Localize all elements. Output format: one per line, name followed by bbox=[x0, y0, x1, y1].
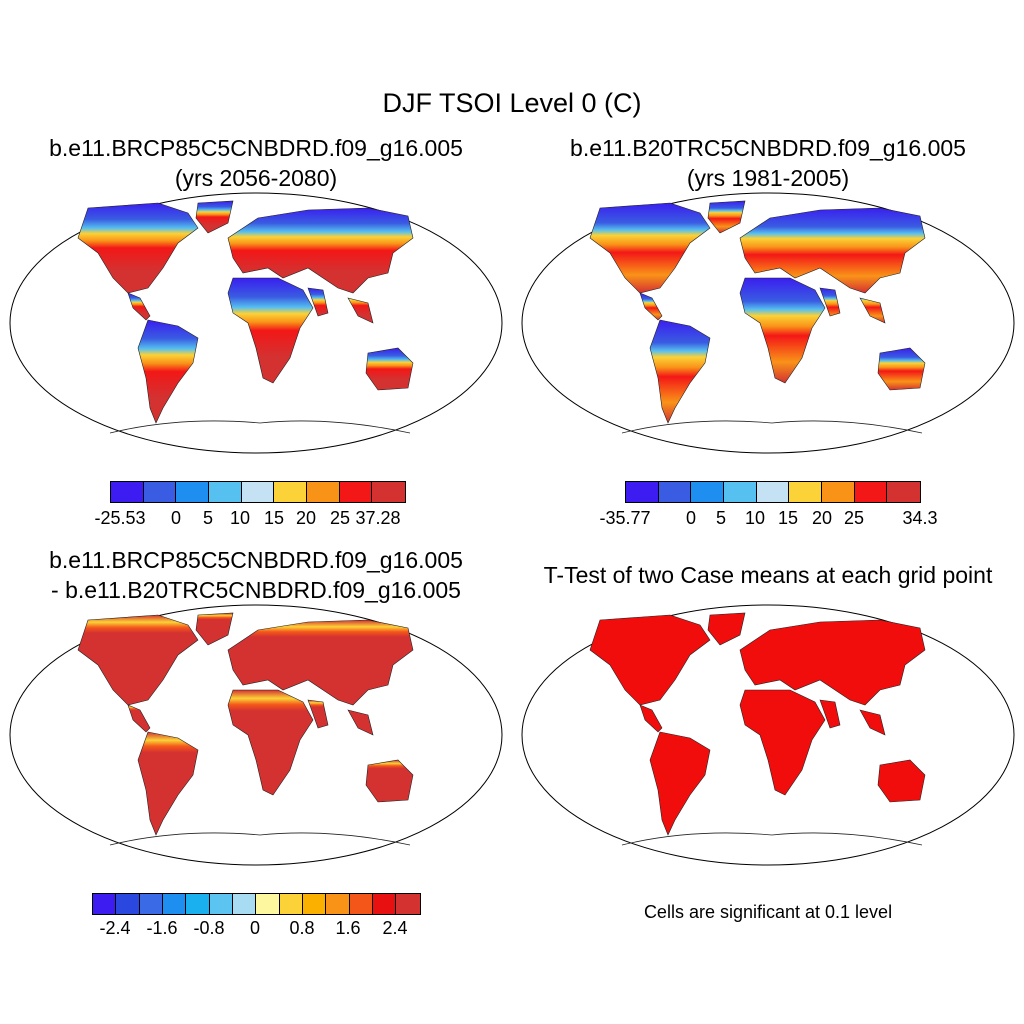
panel1-title-line1: b.e11.BRCP85C5CNBDRD.f09_g16.005 bbox=[49, 135, 463, 161]
colorbar-swatch bbox=[303, 894, 327, 914]
colorbar-swatch bbox=[256, 894, 280, 914]
colorbar-tick-label: 20 bbox=[811, 508, 833, 528]
colorbar-tick-label: 10 bbox=[744, 508, 766, 528]
colorbar-tick-label: 25 bbox=[843, 508, 865, 528]
colorbar-tick-label: -1.6 bbox=[146, 918, 178, 938]
colorbar-tick-label: 34.3 bbox=[902, 508, 938, 528]
antarctica-outline bbox=[621, 832, 923, 846]
colorbar-tick-label: 15 bbox=[263, 508, 285, 528]
colorbar-swatch bbox=[326, 894, 350, 914]
colorbar-tick-label: 5 bbox=[715, 508, 727, 528]
main-title: DJF TSOI Level 0 (C) bbox=[382, 88, 642, 118]
antarctica-outline bbox=[109, 420, 411, 434]
colorbar-swatch bbox=[789, 482, 822, 502]
colorbar-tick-label: -0.8 bbox=[193, 918, 225, 938]
map-panel-difference bbox=[9, 604, 503, 866]
map-panel-20thc bbox=[521, 192, 1015, 454]
colorbar-tick-label: 0 bbox=[170, 508, 182, 528]
colorbar-tick-label: 10 bbox=[229, 508, 251, 528]
colorbar-swatch bbox=[821, 482, 855, 502]
panel2-title-line1: b.e11.B20TRC5CNBDRD.f09_g16.005 bbox=[570, 135, 966, 161]
colorbar-swatch bbox=[854, 482, 888, 502]
colorbar-swatch bbox=[176, 482, 209, 502]
panel2-title: b.e11.B20TRC5CNBDRD.f09_g16.005 (yrs 198… bbox=[512, 133, 1024, 193]
colorbar-swatch bbox=[691, 482, 724, 502]
colorbar-tick-label: 2.4 bbox=[382, 918, 408, 938]
panel1-title-line2: (yrs 2056-2080) bbox=[174, 165, 338, 191]
map-panel-rcp85 bbox=[9, 192, 503, 454]
colorbar-swatch bbox=[373, 894, 397, 914]
colorbar-swatch bbox=[233, 894, 257, 914]
colorbar-swatch bbox=[626, 482, 659, 502]
colorbar-tick-label: 37.28 bbox=[355, 508, 401, 528]
colorbar-swatch bbox=[241, 482, 275, 502]
colorbar-swatch bbox=[887, 482, 920, 502]
panel3-title: b.e11.BRCP85C5CNBDRD.f09_g16.005 - b.e11… bbox=[0, 545, 512, 605]
colorbar-difference bbox=[92, 893, 421, 915]
colorbar-swatch bbox=[339, 482, 373, 502]
colorbar-swatch bbox=[349, 894, 374, 914]
panel1-title: b.e11.BRCP85C5CNBDRD.f09_g16.005 (yrs 20… bbox=[0, 133, 512, 193]
colorbar-swatch bbox=[208, 482, 242, 502]
colorbar-swatch bbox=[723, 482, 757, 502]
colorbar-swatch bbox=[756, 482, 790, 502]
antarctica-outline bbox=[109, 832, 411, 846]
colorbar-swatch bbox=[139, 894, 164, 914]
colorbar-tick-label: -25.53 bbox=[94, 508, 146, 528]
colorbar-swatch bbox=[372, 482, 405, 502]
colorbar-swatch bbox=[93, 894, 117, 914]
significance-note: Cells are significant at 0.1 level bbox=[643, 902, 893, 922]
map-panel-ttest bbox=[521, 604, 1015, 866]
panel4-title-line1: T-Test of two Case means at each grid po… bbox=[543, 562, 993, 588]
colorbar-swatch bbox=[186, 894, 210, 914]
colorbar-swatch bbox=[658, 482, 692, 502]
colorbar-swatch bbox=[163, 894, 187, 914]
antarctica-outline bbox=[621, 420, 923, 434]
colorbar-tick-label: 5 bbox=[202, 508, 214, 528]
colorbar-tick-label: 15 bbox=[777, 508, 799, 528]
colorbar-swatch bbox=[209, 894, 234, 914]
colorbar-swatch bbox=[143, 482, 177, 502]
panel3-title-line1: b.e11.BRCP85C5CNBDRD.f09_g16.005 bbox=[49, 547, 463, 573]
panel3-title-line2: - b.e11.B20TRC5CNBDRD.f09_g16.005 bbox=[51, 577, 461, 603]
colorbar-tick-label: 0.8 bbox=[289, 918, 315, 938]
colorbar-swatch bbox=[116, 894, 140, 914]
colorbar-tick-label: 0 bbox=[249, 918, 261, 938]
colorbar-tick-label: 25 bbox=[329, 508, 351, 528]
colorbar-swatch bbox=[274, 482, 307, 502]
colorbar-tick-label: 1.6 bbox=[335, 918, 361, 938]
colorbar-tick-label: 0 bbox=[685, 508, 697, 528]
colorbar-swatch bbox=[396, 894, 420, 914]
colorbar-swatch bbox=[279, 894, 304, 914]
colorbar-swatch bbox=[306, 482, 340, 502]
colorbar-swatch bbox=[111, 482, 144, 502]
colorbar-tick-label: -35.77 bbox=[599, 508, 651, 528]
colorbar-rcp85 bbox=[110, 481, 406, 503]
panel2-title-line2: (yrs 1981-2005) bbox=[686, 165, 850, 191]
colorbar-tick-label: -2.4 bbox=[99, 918, 131, 938]
colorbar-20thc bbox=[625, 481, 921, 503]
colorbar-tick-label: 20 bbox=[295, 508, 317, 528]
panel4-title: T-Test of two Case means at each grid po… bbox=[512, 560, 1024, 590]
